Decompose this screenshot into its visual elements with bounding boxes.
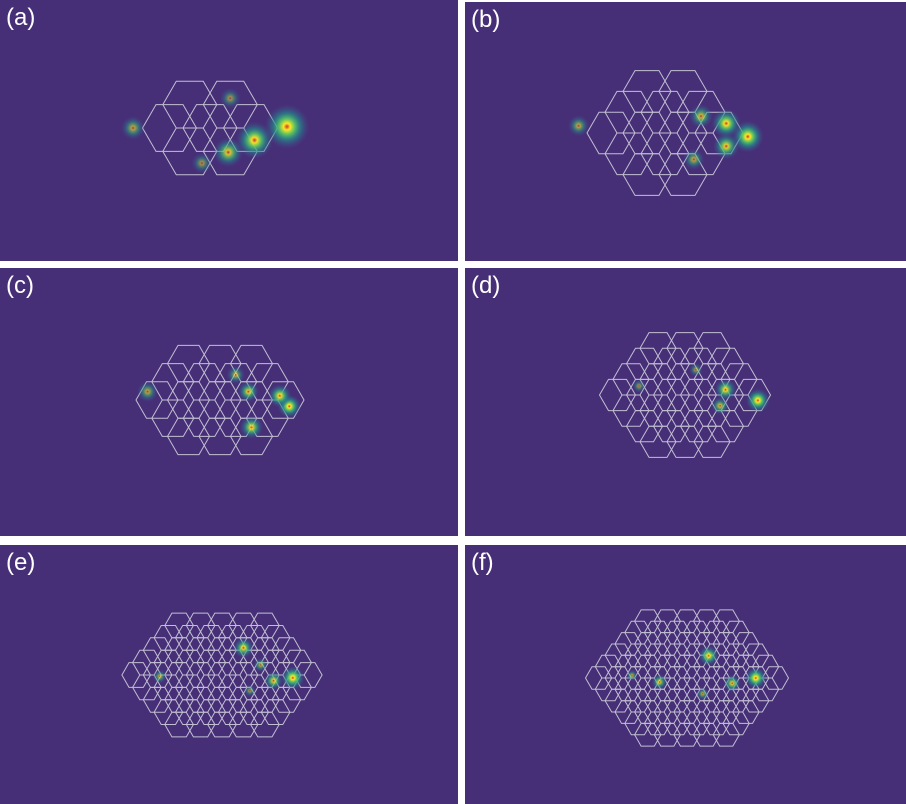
hexagon-cell — [185, 711, 216, 738]
intensity-spots — [632, 362, 770, 415]
hexagon-cell — [639, 425, 677, 458]
hexagon-cell — [693, 425, 731, 458]
bright-spot — [698, 645, 719, 666]
bright-spot — [713, 133, 740, 160]
intensity-spots — [568, 104, 764, 170]
image-background — [465, 2, 906, 261]
hexagon-cell — [653, 722, 681, 747]
image-background — [0, 268, 458, 536]
bright-spot — [568, 115, 590, 137]
hexagon-cell — [153, 699, 184, 725]
bright-spot — [264, 104, 310, 149]
bright-spot — [264, 671, 283, 691]
hexagon-cell — [166, 417, 211, 456]
hexagon-cell — [622, 153, 672, 196]
hexagon-cell — [614, 700, 642, 724]
panel-label-b: (b) — [471, 6, 501, 33]
bright-spot — [191, 152, 213, 174]
bright-spot — [723, 674, 741, 692]
hexagon-cell — [666, 425, 704, 458]
hexagon-lattice — [586, 70, 744, 196]
bright-spot — [235, 121, 274, 159]
hexagon-cell — [604, 132, 654, 176]
hexagon-cell — [584, 666, 613, 690]
bright-spot — [746, 388, 770, 413]
panel-e: (e) — [0, 545, 458, 804]
bright-spot — [213, 137, 244, 168]
bright-spot — [237, 381, 259, 402]
panel-f: (f) — [465, 545, 906, 804]
hexagon-cell — [625, 410, 664, 443]
hexagon-cell — [598, 378, 637, 412]
hexagon-lattice — [598, 332, 772, 458]
panel-c: (c) — [0, 268, 458, 536]
bright-spot — [711, 108, 741, 138]
hexagon-cell — [207, 711, 237, 738]
hexagon-cell — [624, 711, 652, 736]
bright-spot — [744, 667, 767, 689]
bright-spot — [239, 415, 264, 439]
bright-spot — [683, 148, 705, 170]
bright-spot — [280, 666, 305, 690]
hexagon-cell — [135, 381, 179, 419]
panel-label-d: (d) — [471, 272, 501, 299]
hexagon-cell — [634, 722, 662, 747]
intensity-spots — [121, 87, 310, 174]
hexagon-cell — [229, 417, 274, 456]
hexagon-cell — [250, 711, 280, 738]
hexagon-cell — [121, 662, 152, 688]
bright-spot — [226, 365, 245, 385]
image-background — [0, 0, 458, 261]
bright-spot — [152, 669, 167, 684]
bright-spot — [711, 396, 730, 415]
bright-spot — [731, 120, 764, 153]
bright-spot — [689, 104, 713, 129]
bright-spot — [696, 687, 710, 701]
bright-spot — [121, 116, 145, 140]
hexagon-cell — [692, 722, 721, 747]
bright-spot — [714, 378, 737, 401]
intensity-spots — [152, 637, 305, 698]
panel-d: (d) — [465, 268, 906, 536]
panel-label-c: (c) — [6, 272, 34, 299]
panel-a: (a) — [0, 0, 458, 261]
bright-spot — [137, 381, 158, 402]
bright-spot — [632, 379, 647, 393]
hexagon-cell — [612, 394, 650, 427]
intensity-spots — [137, 365, 301, 439]
intensity-spots — [626, 645, 767, 701]
bright-spot — [651, 674, 668, 690]
panel-label-a: (a) — [6, 4, 36, 31]
hexagon-cell — [228, 711, 259, 738]
hexagon-cell — [162, 127, 218, 176]
bright-spot — [233, 637, 254, 659]
hexagon-cell — [673, 722, 701, 747]
bright-spot — [243, 684, 257, 698]
panel-b: (b) — [465, 2, 906, 261]
hexagon-cell — [198, 417, 242, 456]
bright-spot — [268, 384, 292, 408]
panel-label-e: (e) — [6, 549, 36, 576]
hexagon-cell — [164, 711, 194, 738]
hexagon-lattice — [584, 609, 790, 747]
bright-spot — [626, 669, 638, 682]
panel-label-f: (f) — [471, 549, 494, 576]
hexagon-cell — [586, 111, 636, 155]
hexagon-cell — [594, 677, 623, 702]
bright-spot — [219, 87, 241, 109]
bright-spot — [688, 362, 703, 377]
hexagon-cell — [151, 399, 195, 437]
hexagon-cell — [604, 688, 632, 713]
hexagon-cell — [712, 722, 740, 747]
hexagon-cell — [142, 686, 173, 713]
bright-spot — [253, 657, 268, 673]
